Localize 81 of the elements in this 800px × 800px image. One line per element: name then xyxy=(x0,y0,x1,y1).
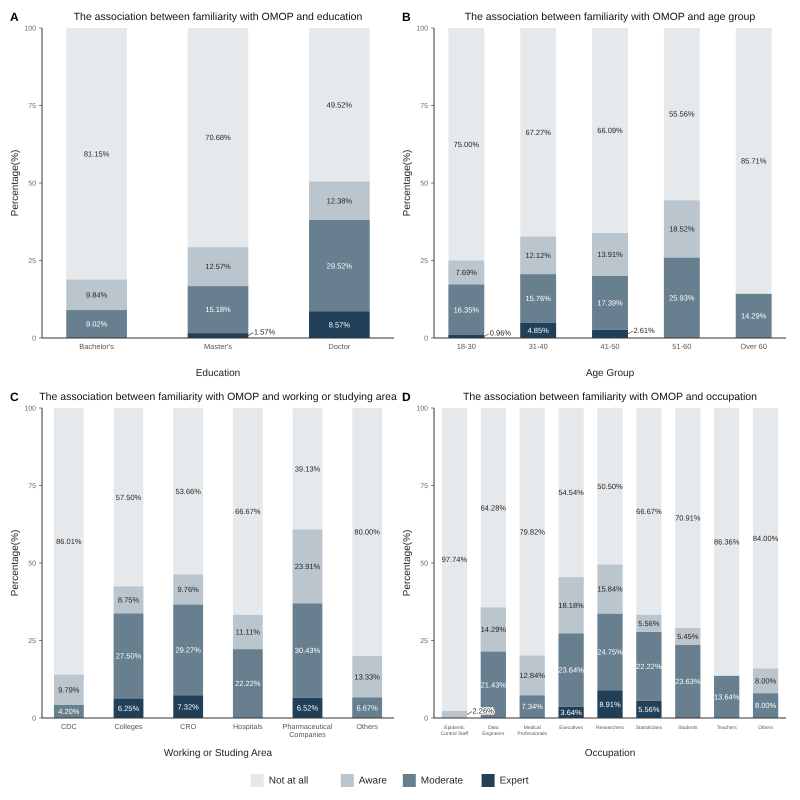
legend-label: Moderate xyxy=(420,776,464,786)
bar xyxy=(664,258,700,338)
bar xyxy=(232,649,263,718)
bar xyxy=(309,28,370,182)
bar xyxy=(520,408,545,656)
bar xyxy=(597,614,623,690)
bar xyxy=(66,310,127,338)
y-axis-title: Percentage(%) xyxy=(10,530,21,596)
bar xyxy=(188,28,248,248)
chart-title: The association between familiarity with OMOP and age group xyxy=(464,11,756,23)
bar xyxy=(188,333,248,338)
bar xyxy=(188,247,248,286)
bar xyxy=(480,408,506,608)
bar xyxy=(232,408,263,615)
bar xyxy=(309,220,370,312)
bar xyxy=(173,574,204,605)
x-axis-title: Education xyxy=(196,368,240,379)
text: B xyxy=(402,10,411,24)
bar xyxy=(54,674,84,705)
bar xyxy=(664,200,700,258)
bar xyxy=(66,28,127,280)
bar xyxy=(442,710,468,718)
bar xyxy=(636,408,662,615)
x-axis-title: Occupation xyxy=(584,748,636,759)
bar xyxy=(592,276,628,330)
bar xyxy=(309,311,370,338)
chart-title: The association between familiarity with OMOP and working or studying area xyxy=(39,391,397,403)
bar xyxy=(752,408,778,668)
bar xyxy=(480,607,506,652)
bar xyxy=(114,613,144,699)
text: A xyxy=(10,10,19,24)
bar xyxy=(520,655,545,696)
bar xyxy=(675,644,700,718)
legend-label: Not at all xyxy=(268,776,308,786)
bar xyxy=(736,294,772,338)
bar xyxy=(442,408,468,711)
text: C xyxy=(10,390,19,404)
bar xyxy=(558,577,584,634)
bar xyxy=(664,28,700,200)
bar xyxy=(714,676,740,718)
chart-title: The association between familiarity with OMOP and occupation xyxy=(463,391,758,403)
bar xyxy=(520,28,556,237)
bar xyxy=(232,614,263,650)
y-axis-title: Percentage(%) xyxy=(402,150,413,216)
legend-label: Expert xyxy=(500,776,529,786)
bar xyxy=(352,408,382,656)
y-axis-title: Percentage(%) xyxy=(402,530,413,596)
bar xyxy=(636,632,662,701)
bar xyxy=(520,236,556,274)
x-axis-title: Working or Studing Area xyxy=(164,748,273,759)
bar xyxy=(188,286,248,334)
bar xyxy=(309,182,370,220)
x-axis-title: Age Group xyxy=(586,368,635,379)
bar xyxy=(448,284,484,336)
y-axis-title: Percentage(%) xyxy=(10,150,21,216)
bar xyxy=(114,408,144,586)
legend-label: Aware xyxy=(358,776,388,786)
bar xyxy=(173,408,204,574)
bar xyxy=(558,408,584,578)
bar xyxy=(114,586,144,614)
text: D xyxy=(402,390,411,404)
bar xyxy=(352,656,382,698)
bar xyxy=(66,280,127,310)
bar xyxy=(292,529,322,604)
bar xyxy=(675,408,700,628)
bar xyxy=(448,28,484,260)
bar xyxy=(292,408,322,530)
bar xyxy=(292,603,322,698)
bar xyxy=(592,330,628,338)
bar xyxy=(54,408,84,675)
bar xyxy=(714,408,740,676)
bar xyxy=(173,604,204,696)
bar xyxy=(592,28,628,233)
bar xyxy=(597,408,623,565)
bar xyxy=(558,633,584,707)
bar xyxy=(520,274,556,323)
bar xyxy=(597,564,623,614)
bar xyxy=(448,260,484,284)
chart-title: The association between familiarity with OMOP and education xyxy=(74,11,363,23)
bar xyxy=(592,232,628,276)
bar xyxy=(736,28,772,294)
